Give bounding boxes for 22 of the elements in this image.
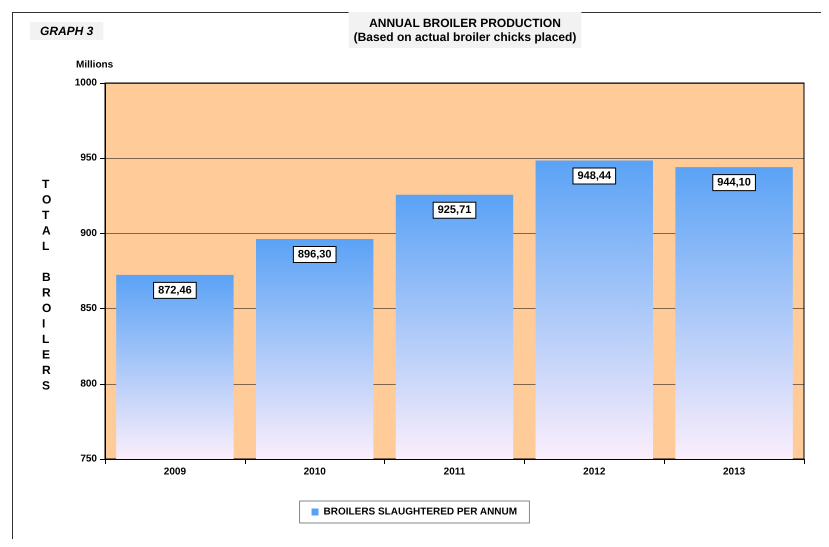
data-label: 948,44 xyxy=(577,170,612,182)
x-tick-label: 2010 xyxy=(304,466,326,478)
y-tick-label: 800 xyxy=(80,378,98,390)
data-label: 872,46 xyxy=(158,284,192,296)
x-tick-label: 2011 xyxy=(444,466,466,478)
legend-label: BROILERS SLAUGHTERED PER ANNUM xyxy=(324,506,518,518)
x-tick-label: 2013 xyxy=(722,466,746,478)
chart-subtitle: (Based on actual broiler chicks placed) xyxy=(354,30,576,44)
y-tick-label: 1000 xyxy=(74,78,98,88)
chart-title: ANNUAL BROILER PRODUCTION xyxy=(369,16,561,30)
data-label: 944,10 xyxy=(717,176,751,189)
x-tick-label: 2012 xyxy=(583,466,606,478)
data-label: 925,71 xyxy=(438,204,472,216)
text: Millions xyxy=(76,60,114,70)
x-tick-label: 2009 xyxy=(164,466,186,478)
y-tick-label: 750 xyxy=(80,454,98,464)
text: TOTAL BROILERS xyxy=(42,176,52,392)
data-label: 896,30 xyxy=(298,248,332,260)
y-tick-label: 850 xyxy=(80,303,98,314)
y-tick-label: 950 xyxy=(80,152,98,164)
caption: GRAPH 3 xyxy=(40,24,94,38)
y-tick-label: 900 xyxy=(80,228,98,239)
